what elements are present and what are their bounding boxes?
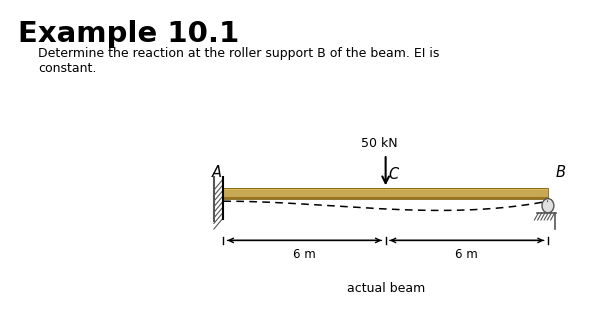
Text: 50 kN: 50 kN [361, 137, 397, 150]
Bar [223, 188, 548, 199]
Text: C: C [389, 167, 399, 182]
Text: B: B [556, 165, 566, 180]
Circle shape [542, 199, 554, 213]
Text: Example 10.1: Example 10.1 [18, 20, 239, 48]
Bar [223, 188, 548, 190]
Text: constant.: constant. [38, 62, 96, 75]
Text: actual beam: actual beam [346, 282, 425, 295]
Text: 6 m: 6 m [293, 248, 316, 260]
Bar [223, 197, 548, 199]
Text: 6 m: 6 m [456, 248, 478, 260]
Text: Determine the reaction at the roller support B of the beam. EI is: Determine the reaction at the roller sup… [38, 47, 439, 60]
Text: A: A [212, 165, 222, 180]
Bar [223, 188, 548, 199]
